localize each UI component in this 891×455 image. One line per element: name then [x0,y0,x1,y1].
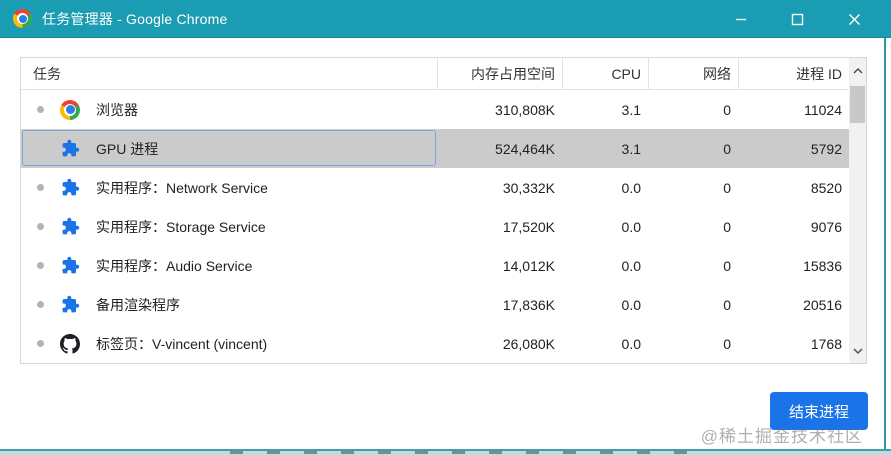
table-row[interactable]: 实用程序：Network Service 30,332K 0.0 0 8520 [21,168,849,207]
pid-value: 1768 [810,335,842,352]
memory-value: 524,464K [495,140,555,157]
table-header: 任务 内存占用空间 CPU 网络 进程 ID [21,58,849,90]
column-header-task[interactable]: 任务 [33,65,61,82]
process-table: 任务 内存占用空间 CPU 网络 进程 ID 浏览器 310,808K 3.1 … [20,57,867,364]
cpu-value: 0.0 [621,296,641,313]
network-value: 0 [723,296,731,313]
bullet-icon [37,184,44,191]
window-right-border [884,38,886,449]
scrollbar[interactable] [849,58,866,363]
bullet-icon [37,223,44,230]
cpu-value: 3.1 [621,140,641,157]
taskbar-icons-sliver [230,451,700,454]
window-title: 任务管理器 - Google Chrome [42,10,228,27]
memory-value: 26,080K [502,335,555,352]
pid-value: 20516 [803,296,842,313]
pid-value: 9076 [810,218,842,235]
window-controls [712,0,883,38]
column-header-network[interactable]: 网络 [648,58,738,89]
extension-icon [60,295,80,315]
task-label: 备用渲染程序 [96,296,180,313]
table-row[interactable]: 浏览器 310,808K 3.1 0 11024 [21,90,849,129]
task-label: 标签页：V-vincent (vincent) [96,335,268,352]
cpu-value: 0.0 [621,218,641,235]
task-cell: 实用程序：Network Service [21,168,437,207]
memory-value: 30,332K [502,179,555,196]
table-row[interactable]: 实用程序：Audio Service 14,012K 0.0 0 15836 [21,246,849,285]
table-body: 浏览器 310,808K 3.1 0 11024 GPU 进程 524,464K… [21,90,849,363]
table-row[interactable]: 备用渲染程序 17,836K 0.0 0 20516 [21,285,849,324]
github-icon [60,333,80,354]
memory-value: 14,012K [502,257,555,274]
bullet-icon [37,262,44,269]
titlebar[interactable]: 任务管理器 - Google Chrome [0,0,891,38]
task-cell: 备用渲染程序 [21,285,437,324]
task-label: 实用程序：Network Service [96,179,268,196]
taskbar-sliver [0,449,891,455]
pid-value: 11024 [804,101,842,118]
task-label: 实用程序：Audio Service [96,257,253,274]
extension-icon [60,178,80,198]
network-value: 0 [723,257,731,274]
column-header-pid[interactable]: 进程 ID [738,58,849,89]
task-label: GPU 进程 [96,140,159,157]
close-button[interactable] [826,0,883,38]
task-label: 实用程序：Storage Service [96,218,266,235]
table-row[interactable]: GPU 进程 524,464K 3.1 0 5792 [21,129,849,168]
task-cell: 实用程序：Storage Service [21,207,437,246]
column-header-memory[interactable]: 内存占用空间 [437,58,562,89]
bullet-icon [37,106,44,113]
scrollbar-thumb[interactable] [850,86,865,123]
table-row[interactable]: 实用程序：Storage Service 17,520K 0.0 0 9076 [21,207,849,246]
maximize-button[interactable] [769,0,826,38]
scroll-down-icon[interactable] [849,342,866,359]
extension-icon [60,256,80,276]
network-value: 0 [723,335,731,352]
memory-value: 17,520K [502,218,555,235]
network-value: 0 [723,179,731,196]
scroll-up-icon[interactable] [849,62,866,79]
pid-value: 15836 [803,257,842,274]
cpu-value: 0.0 [621,257,641,274]
task-cell: 实用程序：Audio Service [21,246,437,285]
memory-value: 17,836K [502,296,555,313]
cpu-value: 0.0 [621,179,641,196]
task-cell: 浏览器 [21,90,437,129]
chrome-icon [60,99,80,120]
pid-value: 8520 [810,179,842,196]
network-value: 0 [723,218,731,235]
minimize-button[interactable] [712,0,769,38]
network-value: 0 [723,140,731,157]
pid-value: 5792 [810,140,842,157]
table-row[interactable]: 标签页：V-vincent (vincent) 26,080K 0.0 0 17… [21,324,849,363]
task-cell: GPU 进程 [21,129,437,168]
cpu-value: 0.0 [621,335,641,352]
chrome-icon [13,9,32,28]
task-cell: 标签页：V-vincent (vincent) [21,324,437,363]
extension-icon [60,217,80,237]
cpu-value: 3.1 [621,101,641,118]
bullet-icon [37,301,44,308]
task-label: 浏览器 [96,101,138,118]
bullet-icon [37,340,44,347]
network-value: 0 [723,101,731,118]
extension-icon [60,139,80,159]
end-process-button[interactable]: 结束进程 [770,392,868,430]
memory-value: 310,808K [495,101,555,118]
column-header-cpu[interactable]: CPU [562,58,648,89]
